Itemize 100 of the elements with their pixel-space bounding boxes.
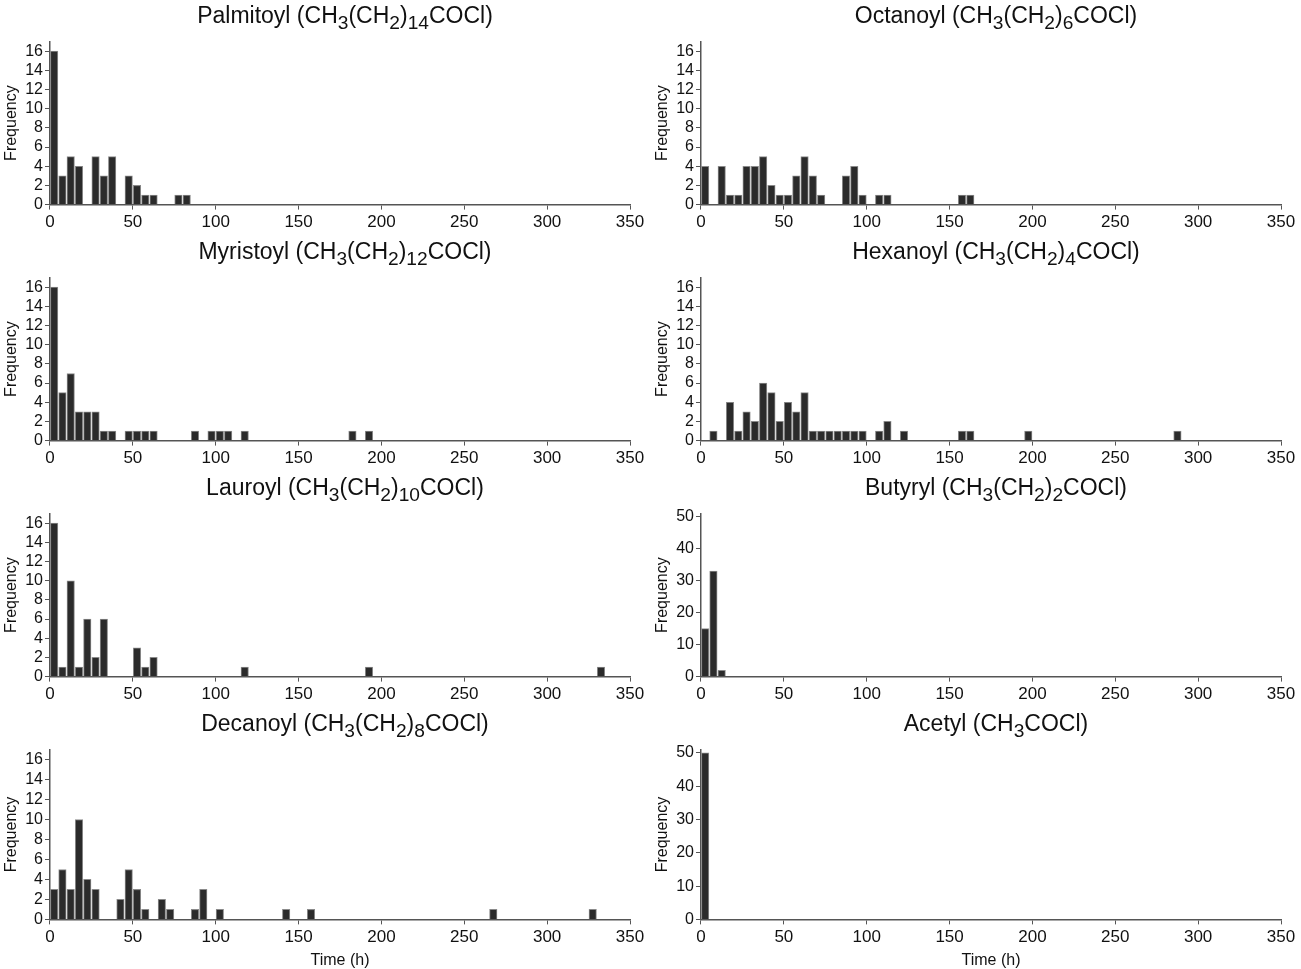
y-tick-label: 20: [676, 603, 695, 621]
x-tick-label: 50: [774, 212, 794, 232]
x-tick-label: 150: [935, 927, 964, 947]
x-tick-label: 150: [284, 927, 313, 947]
x-tick-label: 50: [123, 212, 143, 232]
x-tick-label: 100: [201, 927, 230, 947]
x-tick-label: 50: [774, 927, 794, 947]
y-tick-label: 10: [676, 99, 695, 117]
chart-title: Palmitoyl (CH$_{3}$(CH$_{2}$)$_{14}$COCl): [196, 1, 494, 33]
x-tick-label: 150: [284, 448, 313, 468]
y-tick-label: 50: [676, 743, 695, 761]
y-tick-label: 12: [676, 315, 695, 333]
x-axis-title: Time (h): [961, 950, 1021, 968]
y-axis-title: Frequency: [2, 321, 20, 397]
y-tick-label: 30: [676, 571, 695, 589]
y-axis-title: Frequency: [653, 557, 671, 633]
y-tick-label: 10: [676, 876, 695, 894]
y-tick-label: 16: [25, 749, 44, 767]
x-tick-label: 200: [367, 684, 396, 704]
y-tick-label: 40: [676, 776, 695, 794]
x-tick-label: 250: [1101, 684, 1130, 704]
y-tick-label: 10: [25, 809, 44, 827]
x-tick-label: 350: [1266, 684, 1296, 704]
y-tick-label: 40: [676, 539, 695, 557]
x-tick-label: 100: [201, 448, 230, 468]
y-tick-label: 0: [685, 909, 695, 927]
y-tick-label: 0: [34, 667, 44, 685]
x-tick-label: 150: [935, 684, 964, 704]
y-tick-label: 50: [676, 507, 695, 525]
x-tick-label: 250: [1101, 448, 1130, 468]
x-tick-label: 250: [450, 212, 479, 232]
x-tick-label: 200: [1018, 212, 1047, 232]
x-tick-label: 300: [532, 927, 562, 947]
y-tick-label: 30: [676, 809, 695, 827]
y-tick-label: 16: [676, 277, 695, 295]
y-tick-label: 8: [685, 354, 695, 372]
x-axis-title: Time (h): [310, 950, 370, 968]
y-tick-label: 8: [685, 118, 695, 136]
x-tick-label: 350: [615, 448, 645, 468]
y-tick-label: 0: [34, 909, 44, 927]
y-tick-label: 4: [685, 392, 695, 410]
y-tick-label: 4: [34, 628, 44, 646]
x-tick-label: 200: [367, 927, 396, 947]
x-tick-label: 300: [1183, 448, 1213, 468]
x-tick-label: 250: [450, 927, 479, 947]
y-tick-label: 14: [25, 532, 44, 550]
y-tick-label: 4: [34, 392, 44, 410]
x-tick-label: 250: [1101, 927, 1130, 947]
y-tick-label: 10: [25, 335, 44, 353]
chart-title: Butyryl (CH$_{3}$(CH$_{2}$)$_{2}$COCl): [864, 473, 1128, 505]
chart-title: Octanoyl (CH$_{3}$(CH$_{2}$)$_{6}$COCl): [853, 1, 1139, 33]
y-tick-label: 10: [25, 99, 44, 117]
x-tick-label: 300: [1183, 212, 1213, 232]
y-tick-label: 6: [34, 609, 44, 627]
y-tick-label: 12: [25, 79, 44, 97]
y-tick-label: 10: [676, 335, 695, 353]
y-tick-label: 2: [685, 175, 695, 193]
chart-title: Decanoyl (CH$_{3}$(CH$_{2}$)$_{8}$COCl): [200, 709, 490, 741]
y-tick-label: 2: [685, 411, 695, 429]
y-axis-title: Frequency: [653, 321, 671, 397]
y-tick-label: 14: [25, 60, 44, 78]
x-tick-label: 200: [367, 448, 396, 468]
y-tick-label: 16: [25, 513, 44, 531]
x-tick-label: 100: [852, 212, 881, 232]
x-tick-label: 350: [615, 684, 645, 704]
y-axis-title: Frequency: [2, 85, 20, 161]
x-tick-label: 50: [123, 927, 143, 947]
x-tick-label: 350: [615, 927, 645, 947]
x-tick-label: 300: [532, 212, 562, 232]
x-tick-label: 200: [1018, 448, 1047, 468]
x-tick-label: 200: [1018, 684, 1047, 704]
y-tick-label: 8: [34, 354, 44, 372]
y-tick-label: 0: [34, 431, 44, 449]
y-tick-label: 8: [34, 590, 44, 608]
y-tick-label: 20: [676, 843, 695, 861]
y-tick-label: 2: [34, 647, 44, 665]
y-tick-label: 16: [676, 41, 695, 59]
x-tick-label: 250: [1101, 212, 1130, 232]
y-tick-label: 8: [34, 118, 44, 136]
y-tick-label: 0: [685, 195, 695, 213]
x-tick-label: 200: [1018, 927, 1047, 947]
y-tick-label: 2: [34, 889, 44, 907]
y-tick-label: 6: [34, 849, 44, 867]
chart-title: Hexanoyl (CH$_{3}$(CH$_{2}$)$_{4}$COCl): [851, 237, 1141, 269]
x-tick-label: 100: [852, 448, 881, 468]
chart-title: Myristoyl (CH$_{3}$(CH$_{2}$)$_{12}$COCl): [197, 237, 493, 269]
y-tick-label: 0: [34, 195, 44, 213]
x-tick-label: 300: [1183, 927, 1213, 947]
y-tick-label: 12: [25, 789, 44, 807]
x-tick-label: 50: [123, 684, 143, 704]
y-axis-title: Frequency: [653, 85, 671, 161]
x-tick-label: 350: [1266, 448, 1296, 468]
x-tick-label: 250: [450, 684, 479, 704]
x-tick-label: 150: [284, 212, 313, 232]
y-tick-label: 16: [25, 41, 44, 59]
x-tick-label: 200: [367, 212, 396, 232]
x-tick-label: 100: [852, 927, 881, 947]
y-tick-label: 12: [676, 79, 695, 97]
x-tick-label: 350: [1266, 927, 1296, 947]
y-tick-label: 2: [34, 411, 44, 429]
